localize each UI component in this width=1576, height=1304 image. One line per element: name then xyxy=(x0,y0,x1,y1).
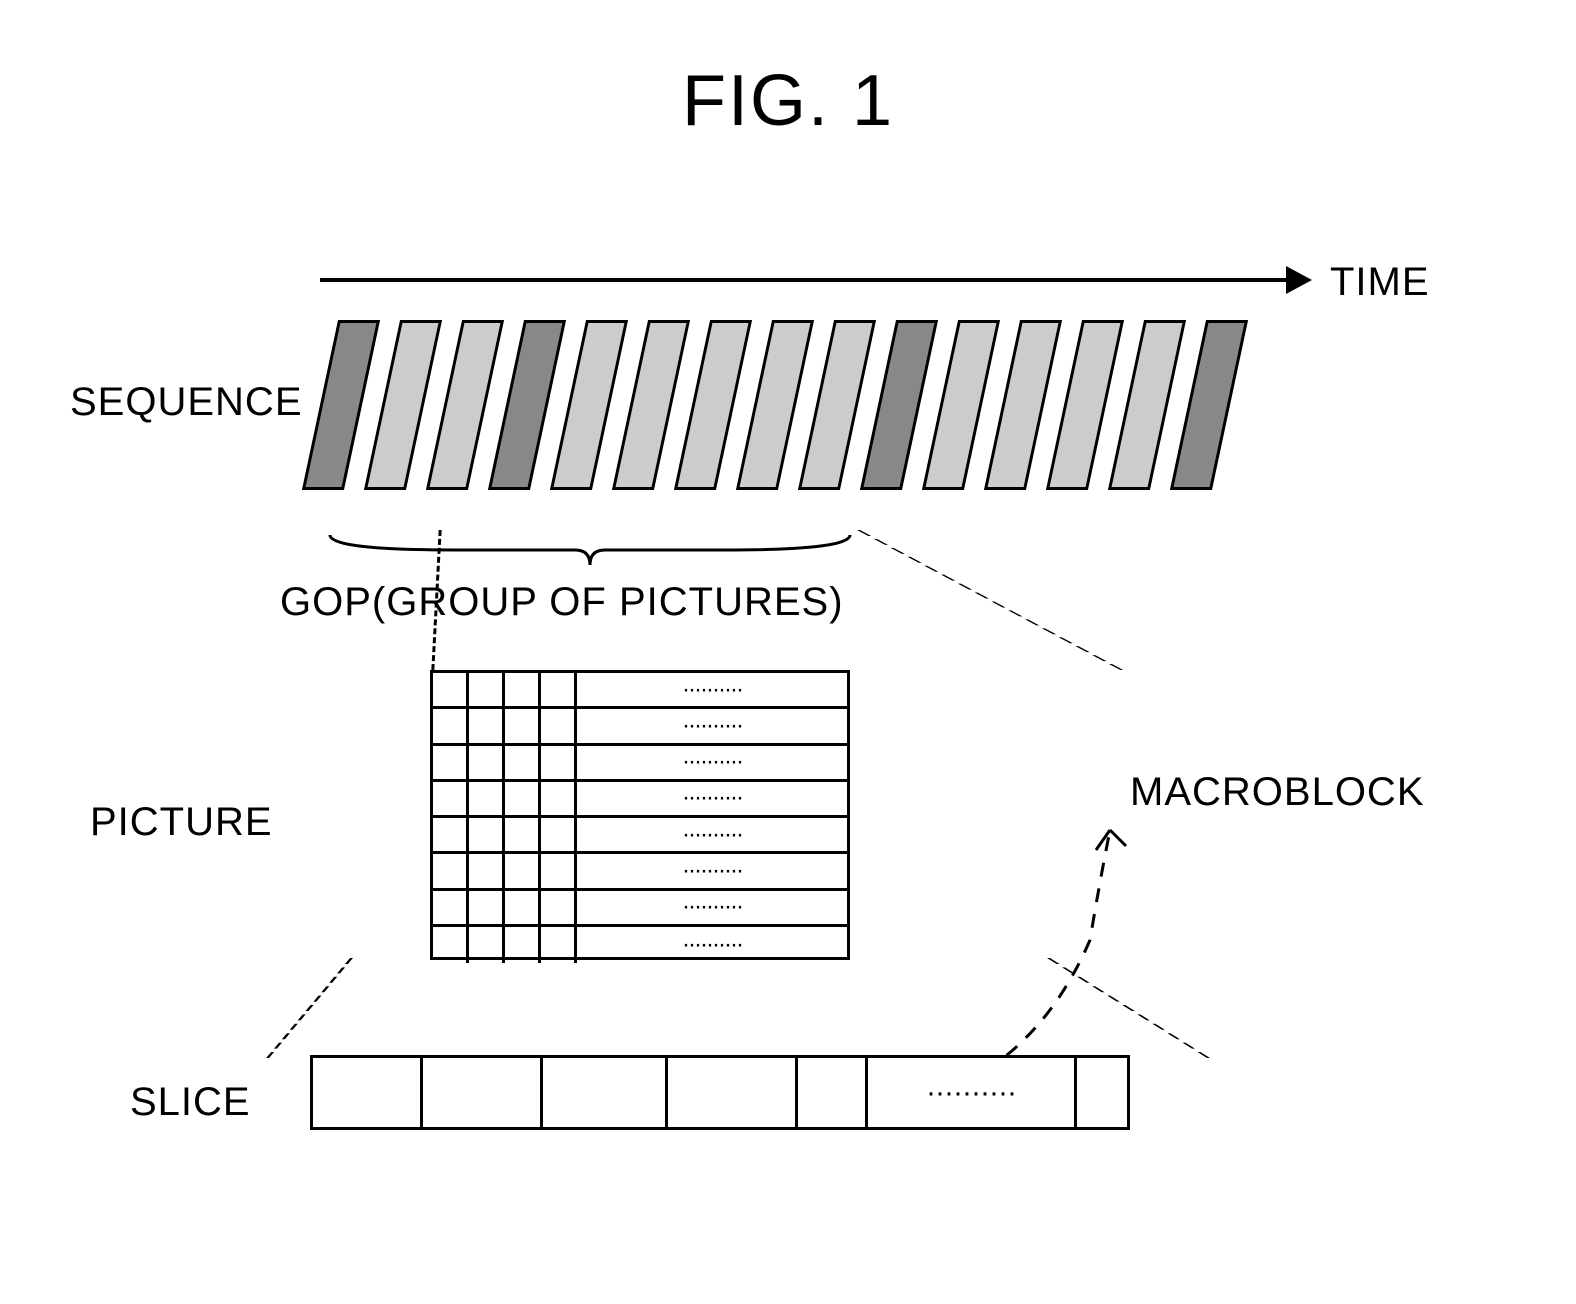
picture-row-ellipsis: ·········· xyxy=(577,818,847,851)
picture-cell xyxy=(541,746,577,779)
slice-cell xyxy=(313,1058,423,1127)
sequence-frames xyxy=(320,300,1320,530)
picture-cell xyxy=(541,818,577,851)
picture-cell xyxy=(505,782,541,815)
picture-row-ellipsis: ·········· xyxy=(577,891,847,924)
picture-cell xyxy=(469,854,505,887)
slice-strip: ·········· xyxy=(310,1055,1130,1130)
picture-cell xyxy=(541,673,577,706)
picture-cell xyxy=(433,673,469,706)
slice-label: SLICE xyxy=(130,1080,251,1125)
slice-cell xyxy=(423,1058,543,1127)
picture-row: ·········· xyxy=(433,782,847,818)
picture-cell xyxy=(469,746,505,779)
picture-row: ·········· xyxy=(433,818,847,854)
picture-cell xyxy=(433,746,469,779)
picture-row-ellipsis: ·········· xyxy=(577,854,847,887)
picture-cell xyxy=(433,709,469,742)
slice-ellipsis: ·········· xyxy=(868,1058,1077,1127)
picture-cell xyxy=(469,673,505,706)
picture-cell xyxy=(505,854,541,887)
picture-cell xyxy=(505,891,541,924)
picture-cell xyxy=(469,709,505,742)
zoom-dash-picture-to-slice-left xyxy=(266,958,550,1058)
picture-cell xyxy=(469,818,505,851)
slice-cell xyxy=(1077,1058,1127,1127)
picture-cell xyxy=(469,891,505,924)
time-label: TIME xyxy=(1330,260,1430,305)
slice-cell xyxy=(668,1058,798,1127)
picture-cell xyxy=(469,782,505,815)
sequence-label: SEQUENCE xyxy=(70,380,303,425)
picture-row: ·········· xyxy=(433,709,847,745)
picture-cell xyxy=(433,854,469,887)
picture-grid: ········································… xyxy=(430,670,850,960)
picture-cell xyxy=(541,709,577,742)
picture-row: ·········· xyxy=(433,854,847,890)
picture-cell xyxy=(541,782,577,815)
figure-title: FIG. 1 xyxy=(0,60,1576,142)
picture-cell xyxy=(541,891,577,924)
picture-cell xyxy=(433,782,469,815)
picture-cell xyxy=(505,746,541,779)
picture-row: ·········· xyxy=(433,673,847,709)
macroblock-label: MACROBLOCK xyxy=(1130,770,1425,815)
picture-cell xyxy=(433,818,469,851)
picture-row-ellipsis: ·········· xyxy=(577,782,847,815)
picture-cell xyxy=(541,854,577,887)
sequence-frame xyxy=(1170,320,1248,490)
picture-row: ·········· xyxy=(433,746,847,782)
picture-row-ellipsis: ·········· xyxy=(577,927,847,963)
picture-cell xyxy=(505,818,541,851)
picture-row-ellipsis: ·········· xyxy=(577,709,847,742)
time-axis-arrow xyxy=(320,278,1290,282)
picture-cell xyxy=(433,891,469,924)
picture-row: ·········· xyxy=(433,891,847,927)
picture-label: PICTURE xyxy=(90,800,273,845)
slice-cell xyxy=(543,1058,668,1127)
slice-cell xyxy=(798,1058,868,1127)
picture-cell xyxy=(505,709,541,742)
picture-row-ellipsis: ·········· xyxy=(577,673,847,706)
picture-cell xyxy=(505,673,541,706)
picture-row-ellipsis: ·········· xyxy=(577,746,847,779)
